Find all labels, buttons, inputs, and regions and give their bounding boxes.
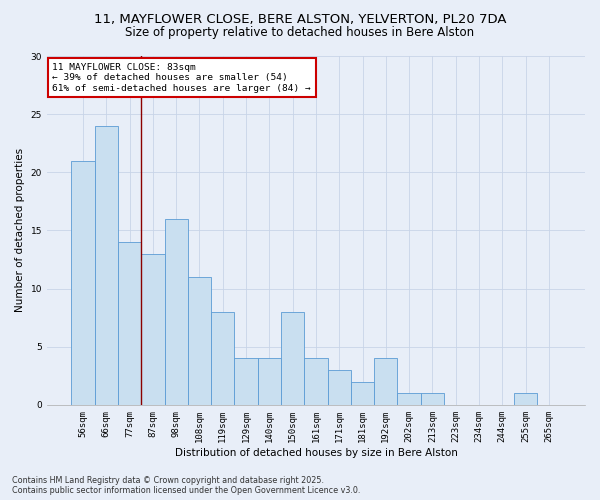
Bar — [164, 219, 188, 405]
Bar — [118, 242, 141, 405]
Bar — [421, 393, 444, 405]
Text: Contains HM Land Registry data © Crown copyright and database right 2025.
Contai: Contains HM Land Registry data © Crown c… — [12, 476, 361, 495]
Bar — [235, 358, 258, 405]
Bar — [281, 312, 304, 405]
Bar — [188, 277, 211, 405]
Bar — [258, 358, 281, 405]
Bar — [351, 382, 374, 405]
Bar — [141, 254, 164, 405]
Text: 11 MAYFLOWER CLOSE: 83sqm
← 39% of detached houses are smaller (54)
61% of semi-: 11 MAYFLOWER CLOSE: 83sqm ← 39% of detac… — [52, 63, 311, 93]
Bar — [95, 126, 118, 405]
Bar — [211, 312, 235, 405]
Text: 11, MAYFLOWER CLOSE, BERE ALSTON, YELVERTON, PL20 7DA: 11, MAYFLOWER CLOSE, BERE ALSTON, YELVER… — [94, 12, 506, 26]
Y-axis label: Number of detached properties: Number of detached properties — [15, 148, 25, 312]
Bar — [304, 358, 328, 405]
Bar — [328, 370, 351, 405]
Bar — [71, 160, 95, 405]
Bar — [397, 393, 421, 405]
Bar — [374, 358, 397, 405]
Bar — [514, 393, 537, 405]
Text: Size of property relative to detached houses in Bere Alston: Size of property relative to detached ho… — [125, 26, 475, 39]
X-axis label: Distribution of detached houses by size in Bere Alston: Distribution of detached houses by size … — [175, 448, 457, 458]
